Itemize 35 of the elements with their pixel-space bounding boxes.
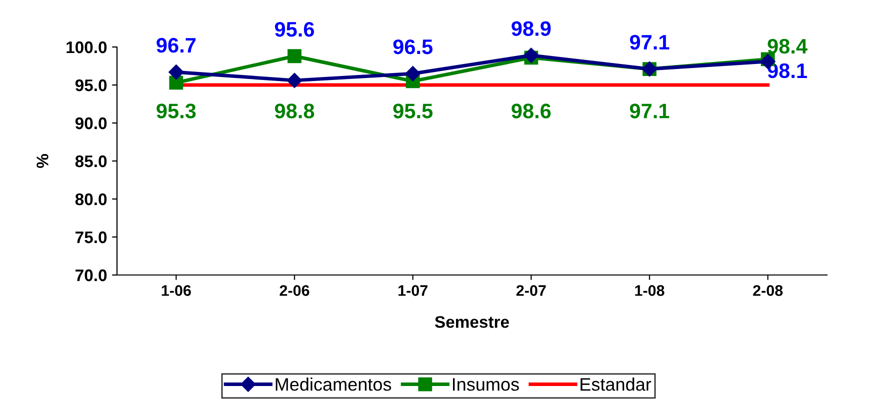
point [288,49,302,64]
legend-label: Estandar [580,378,652,391]
y-tick-label: 75.0 [76,231,107,244]
data-label: 98.8 [274,104,314,118]
data-label: 98.4 [768,38,808,54]
x-tick-label: 2-06 [280,285,310,296]
y-tick-label: 95.0 [75,79,107,92]
y-tick-label: 90.0 [75,117,107,130]
legend-label: Medicamentos [276,378,392,391]
y-axis-title: % [36,154,48,168]
x-tick-label: 1-07 [398,285,428,296]
data-label: 98.6 [512,104,551,118]
x-tick-label: 2-07 [516,285,546,296]
point [405,66,420,82]
data-label: 97.1 [630,34,670,50]
data-label: 95.3 [156,104,196,118]
y-tick-label: 70.0 [76,269,107,282]
data-label: 95.5 [393,104,433,118]
data-label: 96.7 [156,38,196,53]
legend-label: Insumos [453,378,519,391]
data-label: 96.5 [393,39,433,54]
point [169,76,184,90]
x-tick-label: 2-08 [753,285,783,296]
data-label: 98.9 [512,21,551,36]
x-tick-label: 1-06 [162,285,191,296]
y-tick-label: 80.0 [75,193,107,206]
x-axis-title: Semestre [434,316,509,328]
data-label: 97.1 [630,104,670,118]
point [168,64,184,80]
point [286,72,302,88]
data-label: 95.6 [274,22,314,37]
y-tick-label: 85.0 [75,155,107,168]
point [524,48,539,63]
y-tick-label: 100.0 [66,41,107,54]
x-tick-label: 1-08 [635,285,664,296]
